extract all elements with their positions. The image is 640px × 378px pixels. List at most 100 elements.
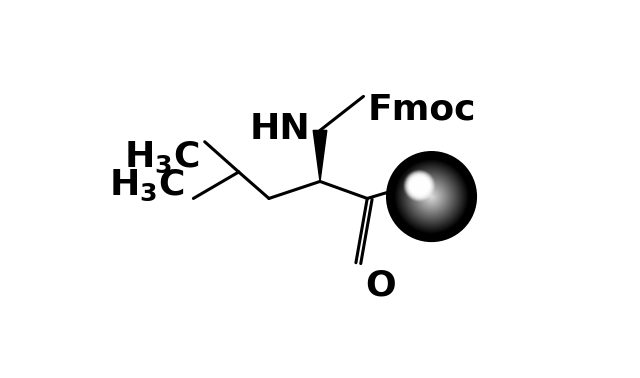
Circle shape (415, 180, 449, 214)
Circle shape (406, 173, 432, 198)
Circle shape (414, 180, 425, 191)
Circle shape (416, 183, 422, 189)
Circle shape (399, 165, 463, 228)
Circle shape (388, 153, 475, 240)
Circle shape (408, 175, 430, 197)
Circle shape (407, 172, 456, 221)
Circle shape (420, 186, 442, 208)
Circle shape (419, 185, 420, 186)
Circle shape (395, 160, 468, 233)
Circle shape (416, 181, 447, 212)
Circle shape (401, 166, 462, 227)
Circle shape (414, 181, 424, 191)
Circle shape (413, 180, 426, 192)
Circle shape (392, 158, 470, 236)
Circle shape (391, 156, 472, 237)
Circle shape (403, 167, 461, 226)
Circle shape (413, 179, 426, 192)
Circle shape (412, 176, 452, 217)
Circle shape (423, 188, 440, 205)
Circle shape (396, 161, 467, 232)
Circle shape (397, 162, 466, 231)
Text: HN: HN (250, 112, 310, 146)
Circle shape (415, 181, 447, 212)
Circle shape (406, 171, 457, 222)
Circle shape (413, 179, 449, 214)
Circle shape (399, 164, 464, 229)
Circle shape (394, 159, 469, 234)
Circle shape (399, 164, 465, 229)
Circle shape (401, 166, 463, 228)
Circle shape (429, 195, 433, 198)
Circle shape (395, 160, 468, 234)
Circle shape (431, 196, 432, 197)
Circle shape (410, 176, 429, 195)
Circle shape (412, 178, 426, 193)
Circle shape (404, 170, 458, 223)
Circle shape (410, 175, 453, 218)
Circle shape (394, 158, 470, 235)
Circle shape (418, 183, 445, 210)
Circle shape (412, 177, 451, 217)
Circle shape (415, 180, 448, 213)
Circle shape (390, 156, 472, 237)
Circle shape (415, 182, 423, 189)
Circle shape (406, 172, 433, 199)
Circle shape (398, 163, 465, 230)
Circle shape (425, 190, 438, 203)
Circle shape (402, 167, 461, 226)
Circle shape (419, 184, 445, 209)
Circle shape (423, 188, 440, 205)
Circle shape (417, 182, 446, 211)
Circle shape (403, 168, 460, 225)
Circle shape (422, 187, 440, 206)
Circle shape (417, 183, 422, 188)
Circle shape (390, 155, 474, 239)
Circle shape (390, 155, 473, 238)
Circle shape (400, 165, 463, 228)
Circle shape (429, 194, 435, 200)
Circle shape (406, 172, 456, 222)
Circle shape (410, 175, 453, 218)
Circle shape (429, 194, 434, 199)
Circle shape (414, 179, 449, 214)
Circle shape (424, 189, 440, 204)
Circle shape (417, 182, 446, 211)
Circle shape (426, 191, 437, 202)
Circle shape (396, 161, 467, 232)
Circle shape (403, 168, 460, 225)
Circle shape (408, 173, 456, 220)
Text: O: O (365, 268, 396, 302)
Circle shape (418, 183, 445, 210)
Circle shape (418, 184, 420, 187)
Circle shape (431, 196, 432, 197)
Circle shape (411, 177, 428, 194)
Circle shape (399, 164, 464, 229)
Circle shape (404, 169, 459, 224)
Circle shape (424, 189, 439, 204)
Circle shape (409, 174, 454, 219)
Circle shape (426, 192, 436, 201)
Circle shape (409, 175, 430, 196)
Circle shape (407, 174, 431, 198)
Circle shape (431, 195, 433, 198)
Circle shape (410, 177, 428, 195)
Circle shape (392, 157, 471, 236)
Circle shape (408, 174, 454, 220)
Circle shape (412, 178, 427, 194)
Circle shape (393, 158, 470, 235)
Circle shape (410, 175, 452, 218)
Circle shape (398, 163, 465, 230)
Circle shape (409, 174, 454, 219)
Circle shape (429, 194, 434, 199)
Circle shape (422, 187, 441, 206)
Circle shape (392, 157, 471, 236)
Text: Fmoc: Fmoc (367, 93, 476, 127)
Circle shape (408, 174, 431, 197)
Circle shape (413, 178, 450, 215)
Circle shape (405, 170, 458, 223)
Circle shape (427, 192, 436, 201)
Polygon shape (313, 130, 327, 181)
Circle shape (410, 175, 454, 218)
Circle shape (405, 171, 434, 200)
